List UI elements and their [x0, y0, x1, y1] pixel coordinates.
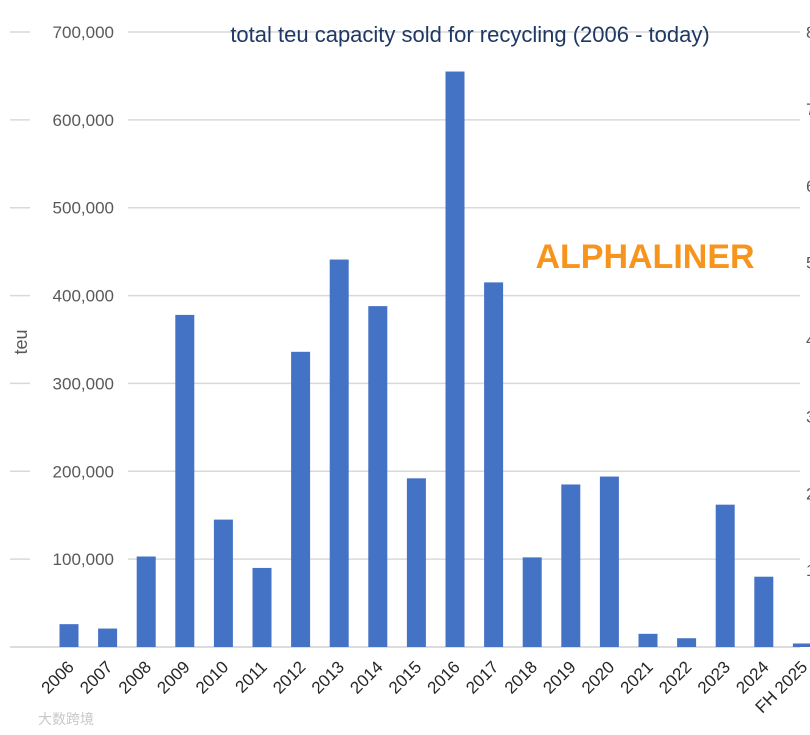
bar	[638, 633, 658, 647]
bar	[329, 259, 349, 647]
x-tick-label: 2018	[501, 657, 541, 697]
y-tick-label: 700,000	[53, 23, 114, 42]
x-tick-label: 2019	[539, 657, 579, 697]
y-tick-label: 500,000	[53, 199, 114, 218]
x-tick-label: 2020	[578, 657, 618, 697]
right-axis-tick-label: 7	[806, 100, 810, 119]
bar	[484, 282, 504, 647]
y-tick-label: 300,000	[53, 374, 114, 393]
bar	[561, 484, 581, 647]
bar	[599, 476, 619, 647]
bar	[677, 638, 697, 647]
x-tick-label: 2008	[115, 657, 155, 697]
y-axis-label: teu	[11, 329, 31, 354]
right-axis-tick-label: 1	[806, 561, 810, 580]
bar	[522, 557, 542, 647]
x-tick-label: 2022	[655, 657, 695, 697]
bar	[291, 351, 311, 647]
watermark-text: 大数跨境	[38, 712, 94, 728]
x-tick-label: 2013	[308, 657, 348, 697]
right-axis-tick-label: 8	[806, 23, 810, 42]
x-tick-label: 2017	[462, 657, 502, 697]
x-tick-label: 2009	[153, 657, 193, 697]
x-tick-label: 2021	[617, 657, 657, 697]
right-axis-ticks: 1 2 3 4 5 6 7 8	[806, 23, 810, 580]
x-tick-label: 2007	[76, 657, 116, 697]
y-tick-label: 400,000	[53, 287, 114, 306]
right-axis-tick-label: 2	[806, 484, 810, 503]
right-axis-tick-label: 6	[806, 177, 810, 196]
x-tick-label: 2011	[232, 657, 271, 696]
right-axis-tick-label: 4	[806, 331, 810, 350]
x-tick-label: 2012	[269, 657, 309, 697]
x-tick-label: 2016	[424, 657, 464, 697]
y-axis-ticks: 100,000 200,000 300,000 400,000 500,000 600,0…	[53, 23, 114, 569]
bar	[59, 624, 79, 647]
bar	[136, 556, 156, 647]
bars	[59, 71, 810, 648]
alphaliner-logo: ALPHALINER	[535, 238, 754, 276]
right-axis-tick-label: 3	[806, 407, 810, 426]
bar	[175, 314, 195, 647]
x-tick-label: 2014	[346, 657, 386, 697]
bar	[98, 628, 118, 647]
bar	[368, 306, 388, 647]
right-axis-tick-label: 5	[806, 254, 810, 273]
gridlines	[10, 31, 800, 648]
chart-title: total teu capacity sold for recycling (2…	[230, 22, 709, 47]
bar	[715, 504, 735, 647]
bar	[754, 576, 774, 647]
y-tick-label: 100,000	[53, 550, 114, 569]
bar	[252, 567, 272, 647]
y-tick-label: 600,000	[53, 111, 114, 130]
x-tick-label: 2023	[694, 657, 734, 697]
bar	[445, 71, 465, 648]
x-tick-label: 2006	[38, 657, 78, 697]
bar	[792, 643, 810, 647]
bar	[406, 478, 426, 647]
x-tick-label: 2015	[385, 657, 425, 697]
x-tick-label: 2010	[192, 657, 232, 697]
y-tick-label: 200,000	[53, 462, 114, 481]
bar	[213, 519, 233, 647]
